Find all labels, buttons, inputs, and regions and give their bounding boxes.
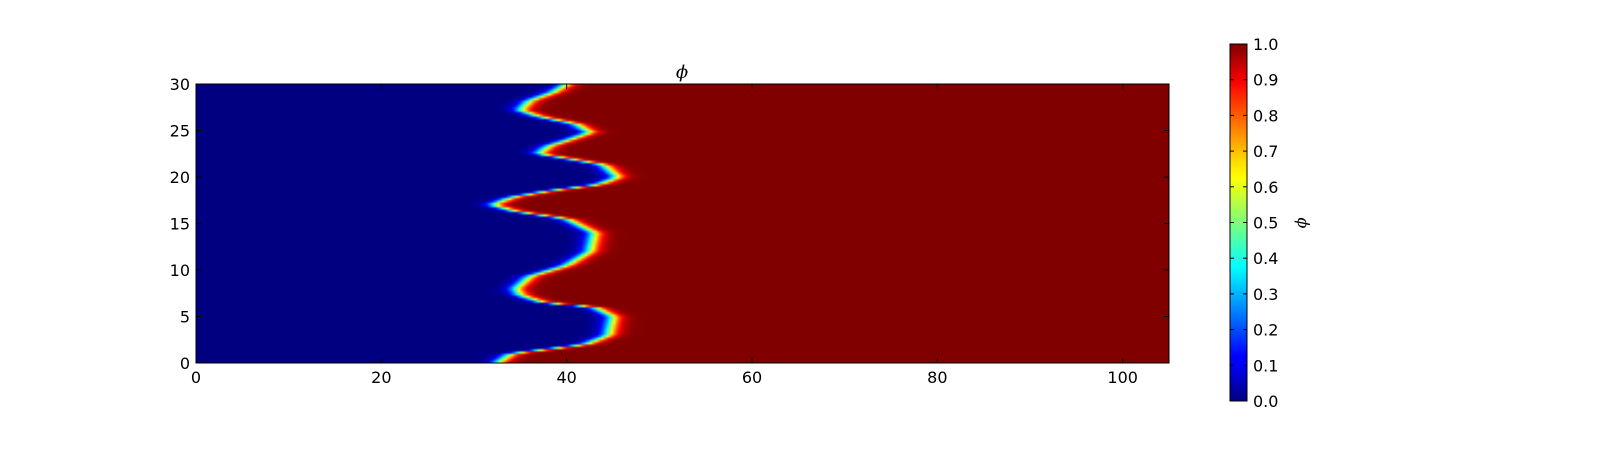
y-tick-label: 25 [170, 122, 190, 141]
plot-area [195, 83, 1170, 364]
x-axis: 0 20 40 60 80 100 [191, 84, 1138, 387]
y-tick-label: 0 [180, 354, 190, 373]
colorbar-tick-label: 0.2 [1253, 321, 1278, 340]
x-tick-label: 20 [371, 368, 391, 387]
colorbar-tick-label: 0.3 [1253, 285, 1278, 304]
colorbar-tick-label: 0.6 [1253, 178, 1278, 197]
colorbar: 0.0 0.1 0.2 0.3 0.4 0.5 0.6 0.7 0.8 0.9 1.0 ϕ [1229, 35, 1313, 411]
x-tick-label: 40 [556, 368, 576, 387]
colorbar-tick-label: 0.0 [1253, 392, 1278, 411]
colorbar-ticks: 0.0 0.1 0.2 0.3 0.4 0.5 0.6 0.7 0.8 0.9 1.0 [1230, 35, 1278, 411]
y-axis: 0 5 10 15 20 25 30 [170, 75, 1169, 373]
y-tick-label: 30 [170, 75, 190, 94]
x-tick-label: 100 [1107, 368, 1138, 387]
colorbar-tick-label: 0.7 [1253, 142, 1278, 161]
heatmap-image [196, 84, 1169, 363]
y-tick-label: 20 [170, 168, 190, 187]
colorbar-label: ϕ [1294, 218, 1313, 229]
y-tick-label: 5 [180, 308, 190, 327]
x-tick-label: 0 [191, 368, 201, 387]
y-tick-label: 10 [170, 261, 190, 280]
colorbar-tick-label: 0.5 [1253, 214, 1278, 233]
colorbar-tick-label: 0.8 [1253, 106, 1278, 125]
x-tick-label: 80 [927, 368, 947, 387]
chart-title: ϕ [676, 62, 688, 83]
colorbar-tick-label: 0.1 [1253, 356, 1278, 375]
x-tick-label: 60 [742, 368, 762, 387]
colorbar-tick-label: 0.9 [1253, 71, 1278, 90]
colorbar-tick-label: 1.0 [1253, 35, 1278, 54]
y-tick-label: 15 [170, 215, 190, 234]
colorbar-tick-label: 0.4 [1253, 249, 1278, 268]
